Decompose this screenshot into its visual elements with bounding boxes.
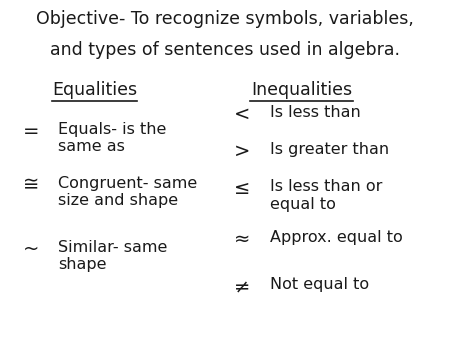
Text: ≤: ≤ [234, 179, 250, 198]
Text: Is less than: Is less than [270, 105, 361, 120]
Text: <: < [234, 105, 250, 124]
Text: ≅: ≅ [22, 176, 39, 195]
Text: =: = [22, 122, 39, 141]
Text: Congruent- same
size and shape: Congruent- same size and shape [58, 176, 198, 208]
Text: Inequalities: Inequalities [251, 81, 352, 99]
Text: Approx. equal to: Approx. equal to [270, 230, 403, 245]
Text: Similar- same
shape: Similar- same shape [58, 240, 168, 272]
Text: Is less than or
equal to: Is less than or equal to [270, 179, 382, 212]
Text: >: > [234, 142, 250, 161]
Text: ~: ~ [22, 240, 39, 259]
Text: Is greater than: Is greater than [270, 142, 389, 157]
Text: Equals- is the
same as: Equals- is the same as [58, 122, 167, 154]
Text: ≠: ≠ [234, 277, 250, 296]
Text: Objective- To recognize symbols, variables,: Objective- To recognize symbols, variabl… [36, 10, 414, 28]
Text: ≈: ≈ [234, 230, 250, 249]
Text: Equalities: Equalities [52, 81, 137, 99]
Text: Not equal to: Not equal to [270, 277, 369, 292]
Text: and types of sentences used in algebra.: and types of sentences used in algebra. [50, 41, 400, 58]
